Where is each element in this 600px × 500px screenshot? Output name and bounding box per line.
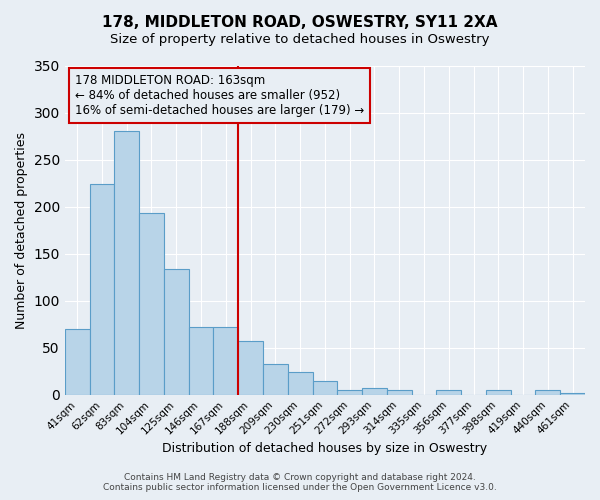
Bar	[65, 329, 89, 394]
Bar	[214, 327, 238, 394]
Bar	[560, 393, 585, 394]
Bar	[164, 268, 188, 394]
Text: Contains HM Land Registry data © Crown copyright and database right 2024.
Contai: Contains HM Land Registry data © Crown c…	[103, 473, 497, 492]
Bar	[535, 390, 560, 394]
Bar	[362, 388, 387, 394]
Bar	[139, 213, 164, 394]
Bar	[238, 341, 263, 394]
Bar	[313, 380, 337, 394]
Bar	[436, 390, 461, 394]
Bar	[188, 327, 214, 394]
Bar	[263, 364, 288, 394]
Bar	[288, 372, 313, 394]
Text: 178 MIDDLETON ROAD: 163sqm
← 84% of detached houses are smaller (952)
16% of sem: 178 MIDDLETON ROAD: 163sqm ← 84% of deta…	[75, 74, 364, 116]
Y-axis label: Number of detached properties: Number of detached properties	[15, 132, 28, 328]
Bar	[337, 390, 362, 394]
X-axis label: Distribution of detached houses by size in Oswestry: Distribution of detached houses by size …	[163, 442, 487, 455]
Bar	[89, 184, 115, 394]
Text: 178, MIDDLETON ROAD, OSWESTRY, SY11 2XA: 178, MIDDLETON ROAD, OSWESTRY, SY11 2XA	[102, 15, 498, 30]
Bar	[486, 390, 511, 394]
Text: Size of property relative to detached houses in Oswestry: Size of property relative to detached ho…	[110, 32, 490, 46]
Bar	[115, 132, 139, 394]
Bar	[387, 390, 412, 394]
